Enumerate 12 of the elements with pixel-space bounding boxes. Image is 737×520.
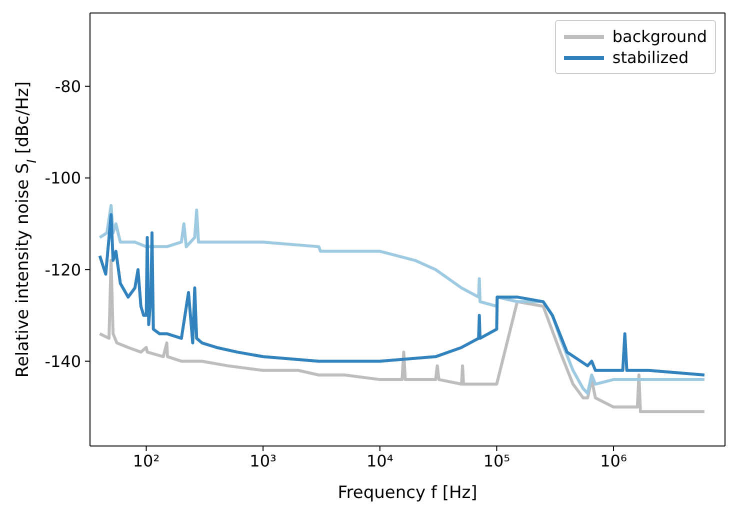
x-axis-title: Frequency f [Hz] <box>338 483 478 503</box>
x-tick-label: 10³ <box>250 451 276 470</box>
legend-label: stabilized <box>612 48 689 67</box>
x-tick-label: 10⁴ <box>366 451 394 470</box>
y-tick-label: -80 <box>54 76 81 96</box>
y-tick-label: -100 <box>44 168 81 188</box>
y-tick-label: -120 <box>44 260 81 280</box>
x-tick-label: 10² <box>132 451 160 470</box>
x-tick-label: 10⁵ <box>483 451 510 470</box>
x-tick-label: 10⁶ <box>600 451 627 470</box>
legend-label: background <box>612 27 707 46</box>
y-tick-label: -140 <box>44 352 81 371</box>
